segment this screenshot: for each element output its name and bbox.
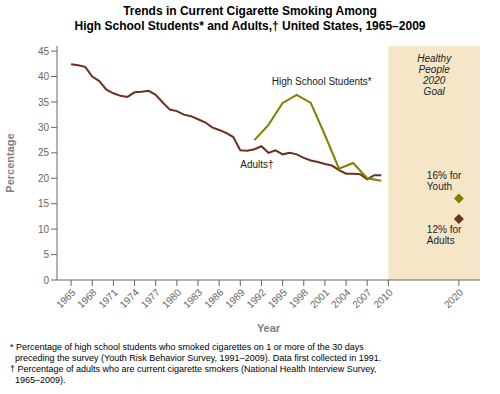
svg-text:45: 45 (38, 46, 50, 57)
svg-text:15: 15 (38, 198, 50, 209)
html-text:1965–2009).: 1965–2009). (10, 375, 66, 385)
svg-text:HealthyPeople2020Goal: HealthyPeople2020Goal (417, 53, 452, 97)
svg-text:12% forAdults: 12% forAdults (427, 224, 462, 246)
svg-text:2004: 2004 (329, 286, 353, 310)
html-text:† Percentage of adults who are: † Percentage of adults who are current c… (10, 364, 377, 374)
svg-text:1986: 1986 (202, 286, 226, 310)
svg-text:1965: 1965 (54, 286, 78, 310)
svg-text:1974: 1974 (117, 286, 141, 310)
svg-text:30: 30 (38, 122, 50, 133)
svg-text:1992: 1992 (244, 286, 268, 310)
svg-text:1977: 1977 (139, 286, 163, 310)
svg-text:1983: 1983 (181, 286, 205, 310)
svg-text:Adults†: Adults† (240, 159, 273, 170)
svg-text:High School Students*: High School Students* (272, 76, 372, 87)
html-text:High School Students* and Adul: High School Students* and Adults,† Unite… (74, 19, 426, 33)
svg-text:10: 10 (38, 224, 50, 235)
svg-text:2001: 2001 (308, 286, 332, 310)
svg-text:2020: 2020 (442, 286, 466, 310)
svg-text:2010: 2010 (371, 286, 395, 310)
svg-text:1971: 1971 (96, 286, 120, 310)
svg-text:25: 25 (38, 147, 50, 158)
svg-text:5: 5 (43, 249, 49, 260)
svg-text:Year: Year (257, 322, 281, 334)
svg-text:2007: 2007 (350, 286, 374, 310)
svg-text:1989: 1989 (223, 286, 247, 310)
svg-text:0: 0 (43, 275, 49, 286)
svg-text:1998: 1998 (287, 286, 311, 310)
svg-text:1968: 1968 (75, 286, 99, 310)
svg-text:40: 40 (38, 71, 50, 82)
svg-text:Percentage: Percentage (8, 133, 16, 192)
svg-text:1995: 1995 (266, 286, 290, 310)
svg-text:35: 35 (38, 97, 50, 108)
html-text:preceding the survey (Youth Ri: preceding the survey (Youth Risk Behavio… (10, 353, 382, 363)
svg-text:16% forYouth: 16% forYouth (427, 170, 462, 192)
svg-text:20: 20 (38, 173, 50, 184)
svg-text:1980: 1980 (160, 286, 184, 310)
html-text:Trends in Current Cigarette Sm: Trends in Current Cigarette Smoking Amon… (123, 4, 377, 18)
html-text:* Percentage of high school st: * Percentage of high school students who… (10, 342, 364, 352)
